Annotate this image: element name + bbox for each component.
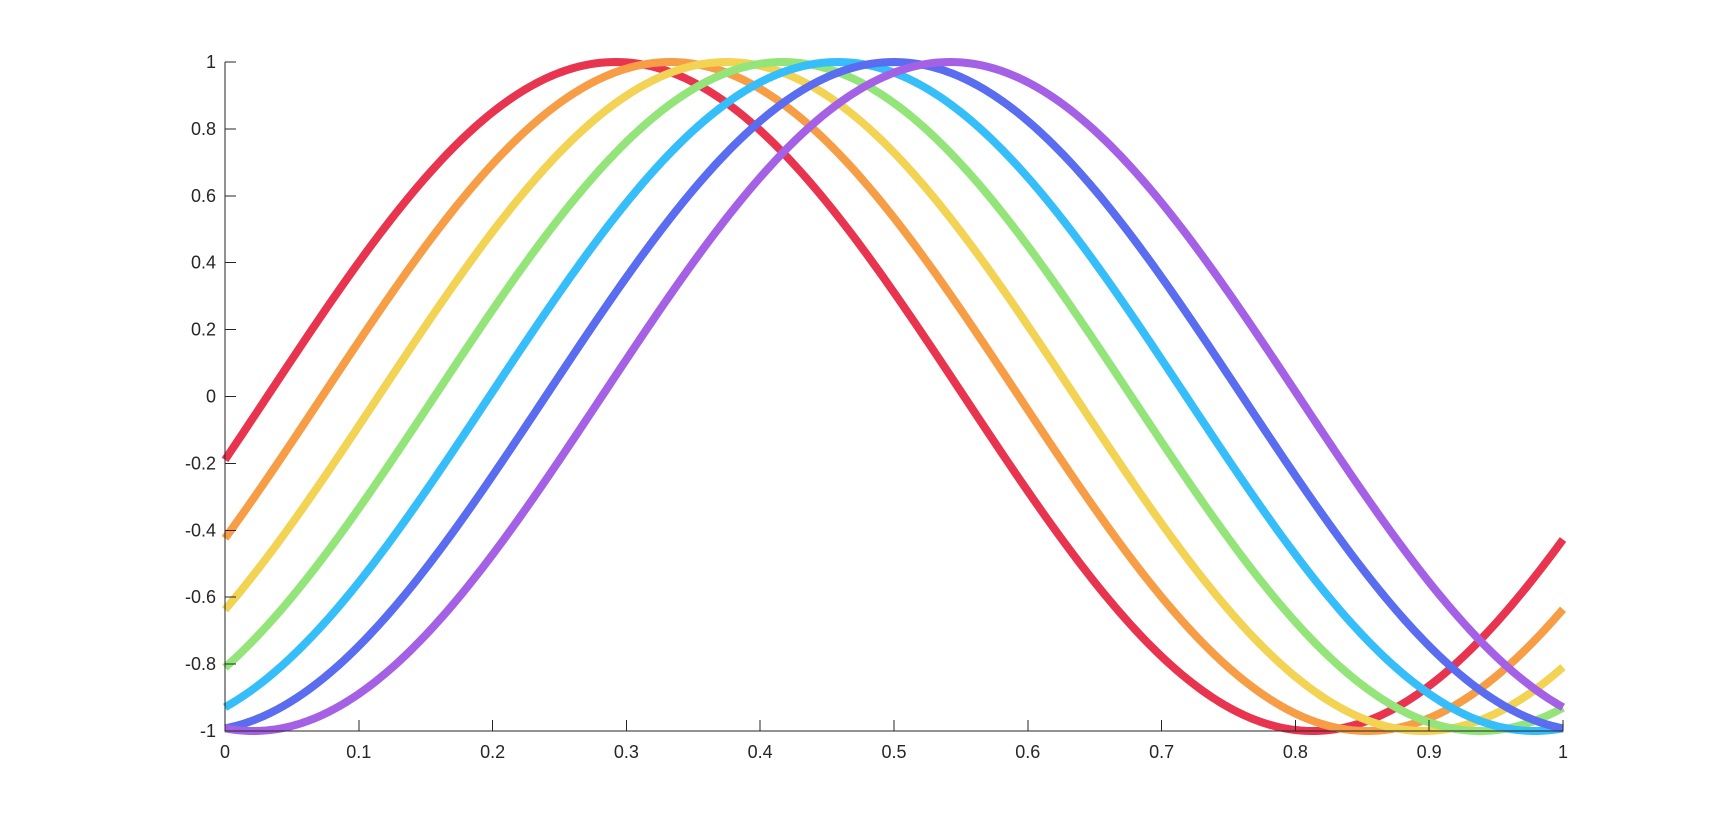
y-tick-label: -0.8: [185, 654, 216, 674]
y-tick-label: -1: [200, 721, 216, 741]
series-line-7: [224, 58, 1565, 735]
series-line-2: [221, 58, 1567, 735]
y-tick-label: 0.2: [191, 320, 216, 340]
x-tick-label: 0.2: [480, 742, 505, 762]
y-axis-ticks: -1 -0.8 -0.6 -0.4 -0.2 0 0.2 0.4 0.6 0.8 1: [185, 52, 236, 741]
x-tick-label: 0.5: [881, 742, 906, 762]
y-tick-label: 0.8: [191, 119, 216, 139]
x-tick-label: 0.9: [1417, 742, 1442, 762]
x-tick-label: 0.4: [748, 742, 773, 762]
y-tick-label: 0.4: [191, 253, 216, 273]
y-tick-label: -0.4: [185, 520, 216, 540]
series-line-3: [221, 58, 1566, 735]
y-tick-label: 0: [206, 387, 216, 407]
series-layer: [221, 58, 1567, 735]
x-tick-label: 0.7: [1149, 742, 1174, 762]
y-tick-label: -0.2: [185, 453, 216, 473]
x-tick-label: 0.3: [614, 742, 639, 762]
x-tick-label: 1: [1558, 742, 1568, 762]
x-tick-label: 0: [220, 742, 230, 762]
y-tick-label: 1: [206, 52, 216, 72]
x-tick-label: 0.6: [1015, 742, 1040, 762]
x-tick-label: 0.1: [346, 742, 371, 762]
axes: 0 0.1 0.2 0.3 0.4 0.5 0.6 0.7 0.8 0.9 1 -1 -0.8 -0.6…: [185, 52, 1568, 762]
x-tick-label: 0.8: [1283, 742, 1308, 762]
series-line-4: [222, 58, 1565, 735]
y-tick-label: -0.6: [185, 587, 216, 607]
series-line-6: [224, 58, 1564, 733]
y-tick-label: 0.6: [191, 186, 216, 206]
x-axis-ticks: 0 0.1 0.2 0.3 0.4 0.5 0.6 0.7 0.8 0.9 1: [220, 720, 1568, 762]
